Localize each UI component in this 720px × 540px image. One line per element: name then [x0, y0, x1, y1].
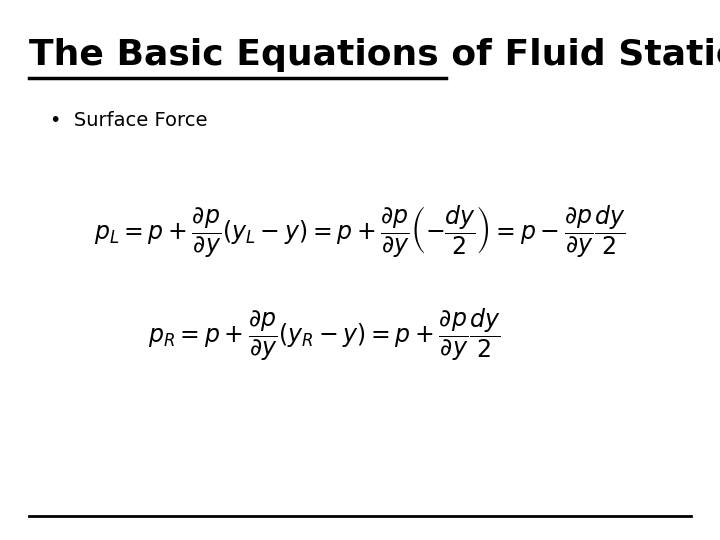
Text: $p_L = p + \dfrac{\partial p}{\partial y}(y_L - y) = p + \dfrac{\partial p}{\par: $p_L = p + \dfrac{\partial p}{\partial y…: [94, 204, 626, 260]
Text: $p_R = p + \dfrac{\partial p}{\partial y}(y_R - y) = p + \dfrac{\partial p}{\par: $p_R = p + \dfrac{\partial p}{\partial y…: [148, 307, 500, 363]
Text: •  Surface Force: • Surface Force: [50, 111, 208, 130]
Text: The Basic Equations of Fluid Statics: The Basic Equations of Fluid Statics: [29, 38, 720, 72]
